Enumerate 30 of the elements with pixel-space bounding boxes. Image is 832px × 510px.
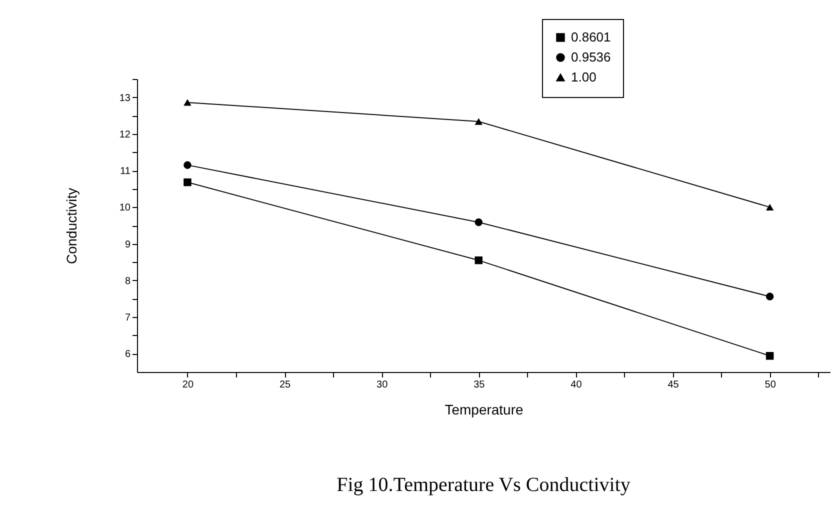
x-tick-label: 35 [474, 380, 486, 390]
point [474, 218, 483, 226]
y-tick-label: 12 [119, 129, 131, 140]
point [184, 161, 192, 169]
x-tick-label: 30 [376, 380, 388, 390]
point [474, 256, 483, 264]
text: Fig 10.Temperature Vs Conductivity [336, 474, 630, 496]
legend-label: 0.8601 [571, 30, 611, 44]
x-axis-title: Temperature [444, 402, 524, 418]
y-tick-label: 8 [124, 276, 131, 287]
point [766, 292, 774, 300]
point [184, 99, 192, 106]
point [474, 118, 483, 125]
x-tick-label: 50 [764, 380, 776, 390]
y-tick-label: 13 [119, 92, 131, 104]
point [184, 178, 192, 186]
point [766, 204, 774, 211]
point [766, 352, 774, 360]
y-tick-label: 9 [124, 239, 131, 250]
y-tick-label: 7 [124, 312, 131, 324]
legend-label: 0.9536 [571, 50, 611, 64]
x-tick-label: 20 [182, 380, 194, 390]
y-axis-title: Conductivity [63, 188, 80, 264]
x-tick-label: 25 [279, 380, 292, 390]
y-tick-label: 11 [120, 166, 131, 178]
x-tick-label: 45 [668, 380, 680, 390]
x-tick-label: 40 [570, 380, 582, 390]
y-tick-label: 10 [119, 202, 131, 214]
y-tick-label: 6 [124, 349, 131, 360]
legend-label: 1.00 [571, 70, 596, 84]
